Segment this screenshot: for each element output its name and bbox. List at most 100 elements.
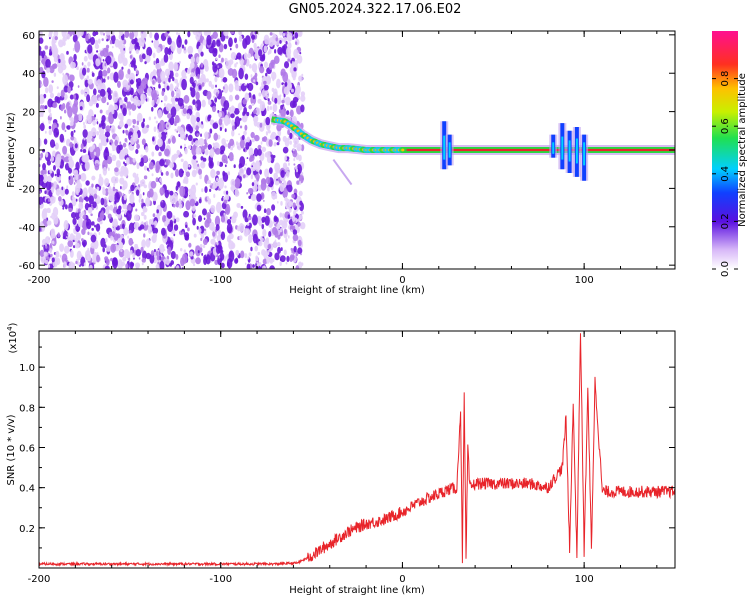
noise-dot <box>105 245 112 252</box>
noise-dot <box>175 185 179 192</box>
noise-dot <box>112 186 116 192</box>
noise-dot <box>209 148 215 158</box>
noise-dot <box>108 111 115 125</box>
noise-dot <box>113 104 118 111</box>
noise-dot <box>279 183 285 193</box>
noise-dot <box>124 31 130 39</box>
noise-dot <box>212 122 219 130</box>
noise-dot <box>66 185 69 189</box>
noise-dot <box>192 217 196 226</box>
noise-dot <box>140 246 144 253</box>
noise-dot <box>239 156 246 168</box>
noise-dot <box>191 140 194 145</box>
noise-dot <box>106 102 109 106</box>
noise-dot <box>198 198 202 204</box>
noise-dot <box>217 244 223 254</box>
noise-dot <box>44 259 49 265</box>
noise-dot <box>282 84 285 87</box>
noise-dot <box>42 148 46 153</box>
noise-dot <box>52 102 58 109</box>
noise-dot <box>279 258 282 261</box>
noise-dot <box>188 188 193 195</box>
noise-dot <box>109 142 112 145</box>
noise-dot <box>229 138 235 147</box>
noise-dot <box>157 69 159 73</box>
noise-dot <box>62 235 65 240</box>
noise-dot <box>256 193 262 202</box>
noise-dot <box>95 58 101 67</box>
noise-dot <box>44 105 48 110</box>
noise-dot <box>135 43 139 47</box>
noise-dot <box>121 223 125 230</box>
noise-dot <box>185 200 191 211</box>
noise-dot <box>246 83 250 89</box>
noise-dot <box>44 87 49 94</box>
noise-dot <box>277 46 283 55</box>
noise-dot <box>250 174 254 180</box>
noise-dot <box>209 183 212 186</box>
noise-dot <box>202 39 207 46</box>
noise-dot <box>158 133 162 139</box>
noise-dot <box>167 48 172 56</box>
noise-dot <box>62 36 67 42</box>
noise-dot <box>153 220 158 226</box>
noise-dot <box>213 193 216 199</box>
noise-dot <box>118 31 124 37</box>
noise-dot <box>82 148 87 154</box>
noise-dot <box>214 96 218 103</box>
noise-dot <box>118 120 124 128</box>
noise-dot <box>251 63 258 73</box>
noise-dot <box>91 183 94 188</box>
noise-dot <box>166 85 170 91</box>
noise-dot <box>170 251 176 260</box>
noise-dot <box>77 208 81 213</box>
noise-dot <box>150 180 157 189</box>
snr-panel: -200 -100 0 100 0.2 0.4 0.6 0.8 1.0 Height of st… <box>6 322 676 596</box>
noise-dot <box>47 98 54 108</box>
noise-dot <box>296 54 303 64</box>
noise-dot <box>87 231 90 236</box>
noise-dot <box>266 155 272 164</box>
noise-dot <box>174 128 177 132</box>
noise-dot <box>53 183 57 189</box>
noise-dot <box>174 121 177 126</box>
noise-dot <box>197 215 203 222</box>
noise-dot <box>201 252 204 256</box>
noise-dot <box>171 200 175 205</box>
noise-dot <box>285 46 292 57</box>
noise-dot <box>96 79 102 91</box>
noise-dot <box>184 179 189 185</box>
noise-dot <box>298 154 302 162</box>
noise-dot <box>144 61 147 65</box>
noise-dot <box>164 32 169 37</box>
noise-dot <box>128 63 132 67</box>
noise-dot <box>122 107 127 117</box>
noise-dot <box>105 237 108 243</box>
noise-dot <box>274 97 278 104</box>
noise-dot <box>194 140 200 147</box>
noise-dot <box>46 220 52 226</box>
noise-dot <box>107 67 111 74</box>
noise-dot <box>220 215 226 223</box>
noise-dot <box>175 200 180 208</box>
noise-dot <box>298 31 303 37</box>
noise-dot <box>66 236 68 239</box>
noise-dot <box>98 231 101 236</box>
noise-dot <box>240 205 244 209</box>
noise-dot <box>161 200 164 203</box>
noise-dot <box>292 96 299 103</box>
noise-dot <box>171 99 176 107</box>
noise-dot <box>125 130 129 136</box>
noise-dot <box>286 255 290 263</box>
noise-dot <box>153 249 156 253</box>
noise-dot <box>64 204 68 210</box>
noise-dot <box>186 113 191 120</box>
noise-dot <box>154 32 160 41</box>
noise-dot <box>212 73 215 77</box>
noise-dot <box>113 183 116 187</box>
noise-dot <box>267 249 270 255</box>
noise-dot <box>256 177 260 182</box>
noise-dot <box>207 179 211 185</box>
noise-dot <box>203 217 206 220</box>
noise-dot <box>249 188 254 194</box>
